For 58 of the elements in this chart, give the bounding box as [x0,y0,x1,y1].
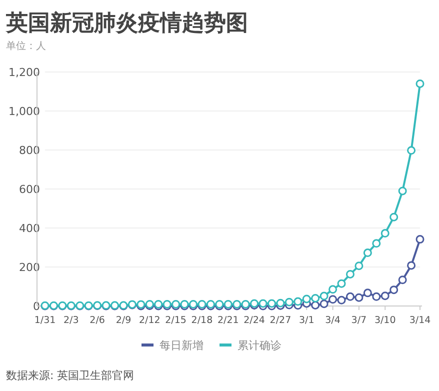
y-tick-label: 600 [19,183,40,196]
point [320,300,328,308]
point [398,186,407,196]
x-tick-label: 2/24 [244,315,265,326]
point [346,292,354,301]
point [267,299,276,308]
legend-label: 累计确诊 [238,339,282,352]
y-tick-label: 1,200 [8,66,40,79]
x-tick-label: 2/3 [64,315,79,326]
y-tick-label: 200 [19,261,40,274]
point [372,239,381,248]
point [416,235,424,244]
y-tick-label: 1,000 [8,105,40,118]
x-tick-label: 2/12 [138,315,160,326]
point [311,294,320,302]
point [390,212,398,222]
point [276,298,285,308]
point [302,294,311,304]
x-tick-label: 2/6 [90,315,105,326]
point [363,248,372,258]
x-tick-label: 2/21 [217,315,239,326]
x-tick-label: 1/31 [34,315,56,326]
x-tick-label: 3/7 [351,315,367,326]
x-tick-label: 3/4 [325,315,340,326]
point [407,146,416,155]
point [398,276,407,284]
point [328,285,338,294]
x-tick-label: 2/27 [270,315,292,326]
point [380,229,390,238]
point [372,292,381,301]
point [320,292,328,300]
point [328,295,338,304]
x-tick-label: 2/18 [191,315,213,326]
x-tick-label: 3/1 [298,315,314,326]
point [337,279,346,288]
point [294,297,302,306]
chart-title: 英国新冠肺炎疫情趋势图 [5,10,248,36]
y-tick-label: 400 [19,222,40,235]
point [258,299,268,308]
point [416,79,424,88]
x-tick-label: 3/14 [409,315,431,326]
point [354,293,364,302]
point [311,300,320,310]
x-tick-label: 2/15 [165,315,186,326]
point [354,262,364,270]
source-note: 数据来源: 英国卫生部官网 [6,369,134,382]
point [346,270,354,278]
x-tick-label: 3/10 [374,315,396,326]
x-tick-label: 2/9 [116,315,132,326]
chart-subtitle: 单位：人 [6,40,46,52]
y-tick-label: 800 [19,144,40,157]
point [380,292,390,300]
legend-label: 每日新增 [160,339,204,352]
point [390,286,398,294]
point [337,296,346,304]
point [363,288,372,298]
point [284,298,294,306]
point [407,261,416,270]
